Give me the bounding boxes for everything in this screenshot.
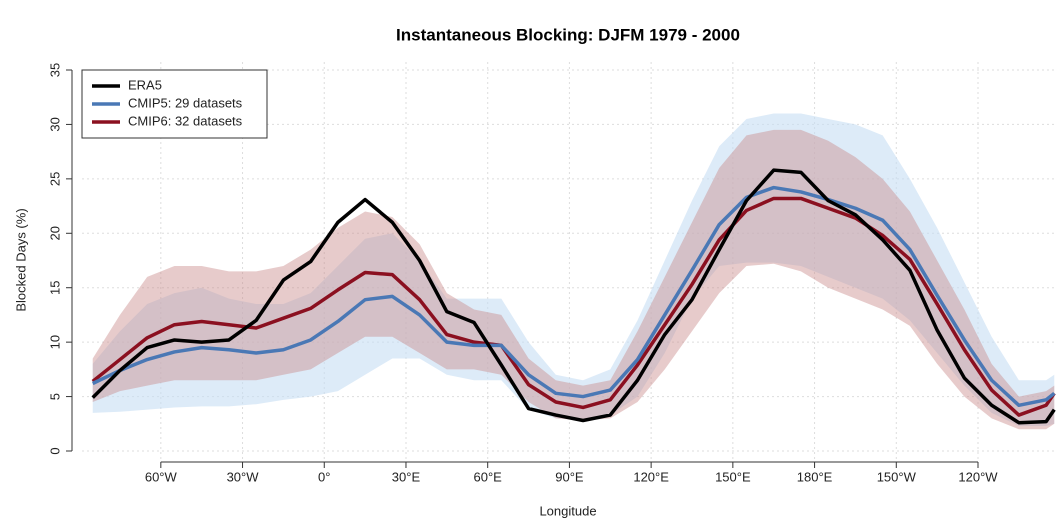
y-tick-label: 30: [47, 117, 62, 131]
y-tick-label: 15: [47, 280, 62, 294]
x-tick-label: 60°E: [474, 469, 503, 484]
legend-label: ERA5: [128, 77, 162, 92]
x-tick-label: 0°: [318, 469, 330, 484]
x-tick-label: 180°E: [797, 469, 833, 484]
series-line: [91, 168, 1056, 425]
x-tick-label: 60°W: [145, 469, 178, 484]
x-tick-label: 120°W: [958, 469, 998, 484]
x-tick-label: 30°E: [392, 469, 421, 484]
y-tick-label: 10: [47, 335, 62, 349]
y-tick-label: 0: [47, 447, 62, 454]
series-line: [91, 196, 1056, 417]
x-tick-label: 150°W: [877, 469, 917, 484]
x-tick-label: 30°W: [227, 469, 260, 484]
y-tick-label: 35: [47, 63, 62, 77]
x-tick-label: 150°E: [715, 469, 751, 484]
y-tick-label: 5: [47, 393, 62, 400]
band: [92, 113, 1055, 426]
x-tick-label: 120°E: [633, 469, 669, 484]
y-tick-label: 20: [47, 226, 62, 240]
y-tick-label: 25: [47, 172, 62, 186]
chart-title: Instantaneous Blocking: DJFM 1979 - 2000: [396, 25, 740, 44]
x-tick-label: 90°E: [555, 469, 584, 484]
legend-label: CMIP6: 32 datasets: [128, 113, 243, 128]
series-line: [91, 185, 1056, 408]
legend-label: CMIP5: 29 datasets: [128, 95, 243, 110]
x-axis-label: Longitude: [539, 503, 596, 518]
y-axis-label: Blocked Days (%): [13, 208, 28, 311]
